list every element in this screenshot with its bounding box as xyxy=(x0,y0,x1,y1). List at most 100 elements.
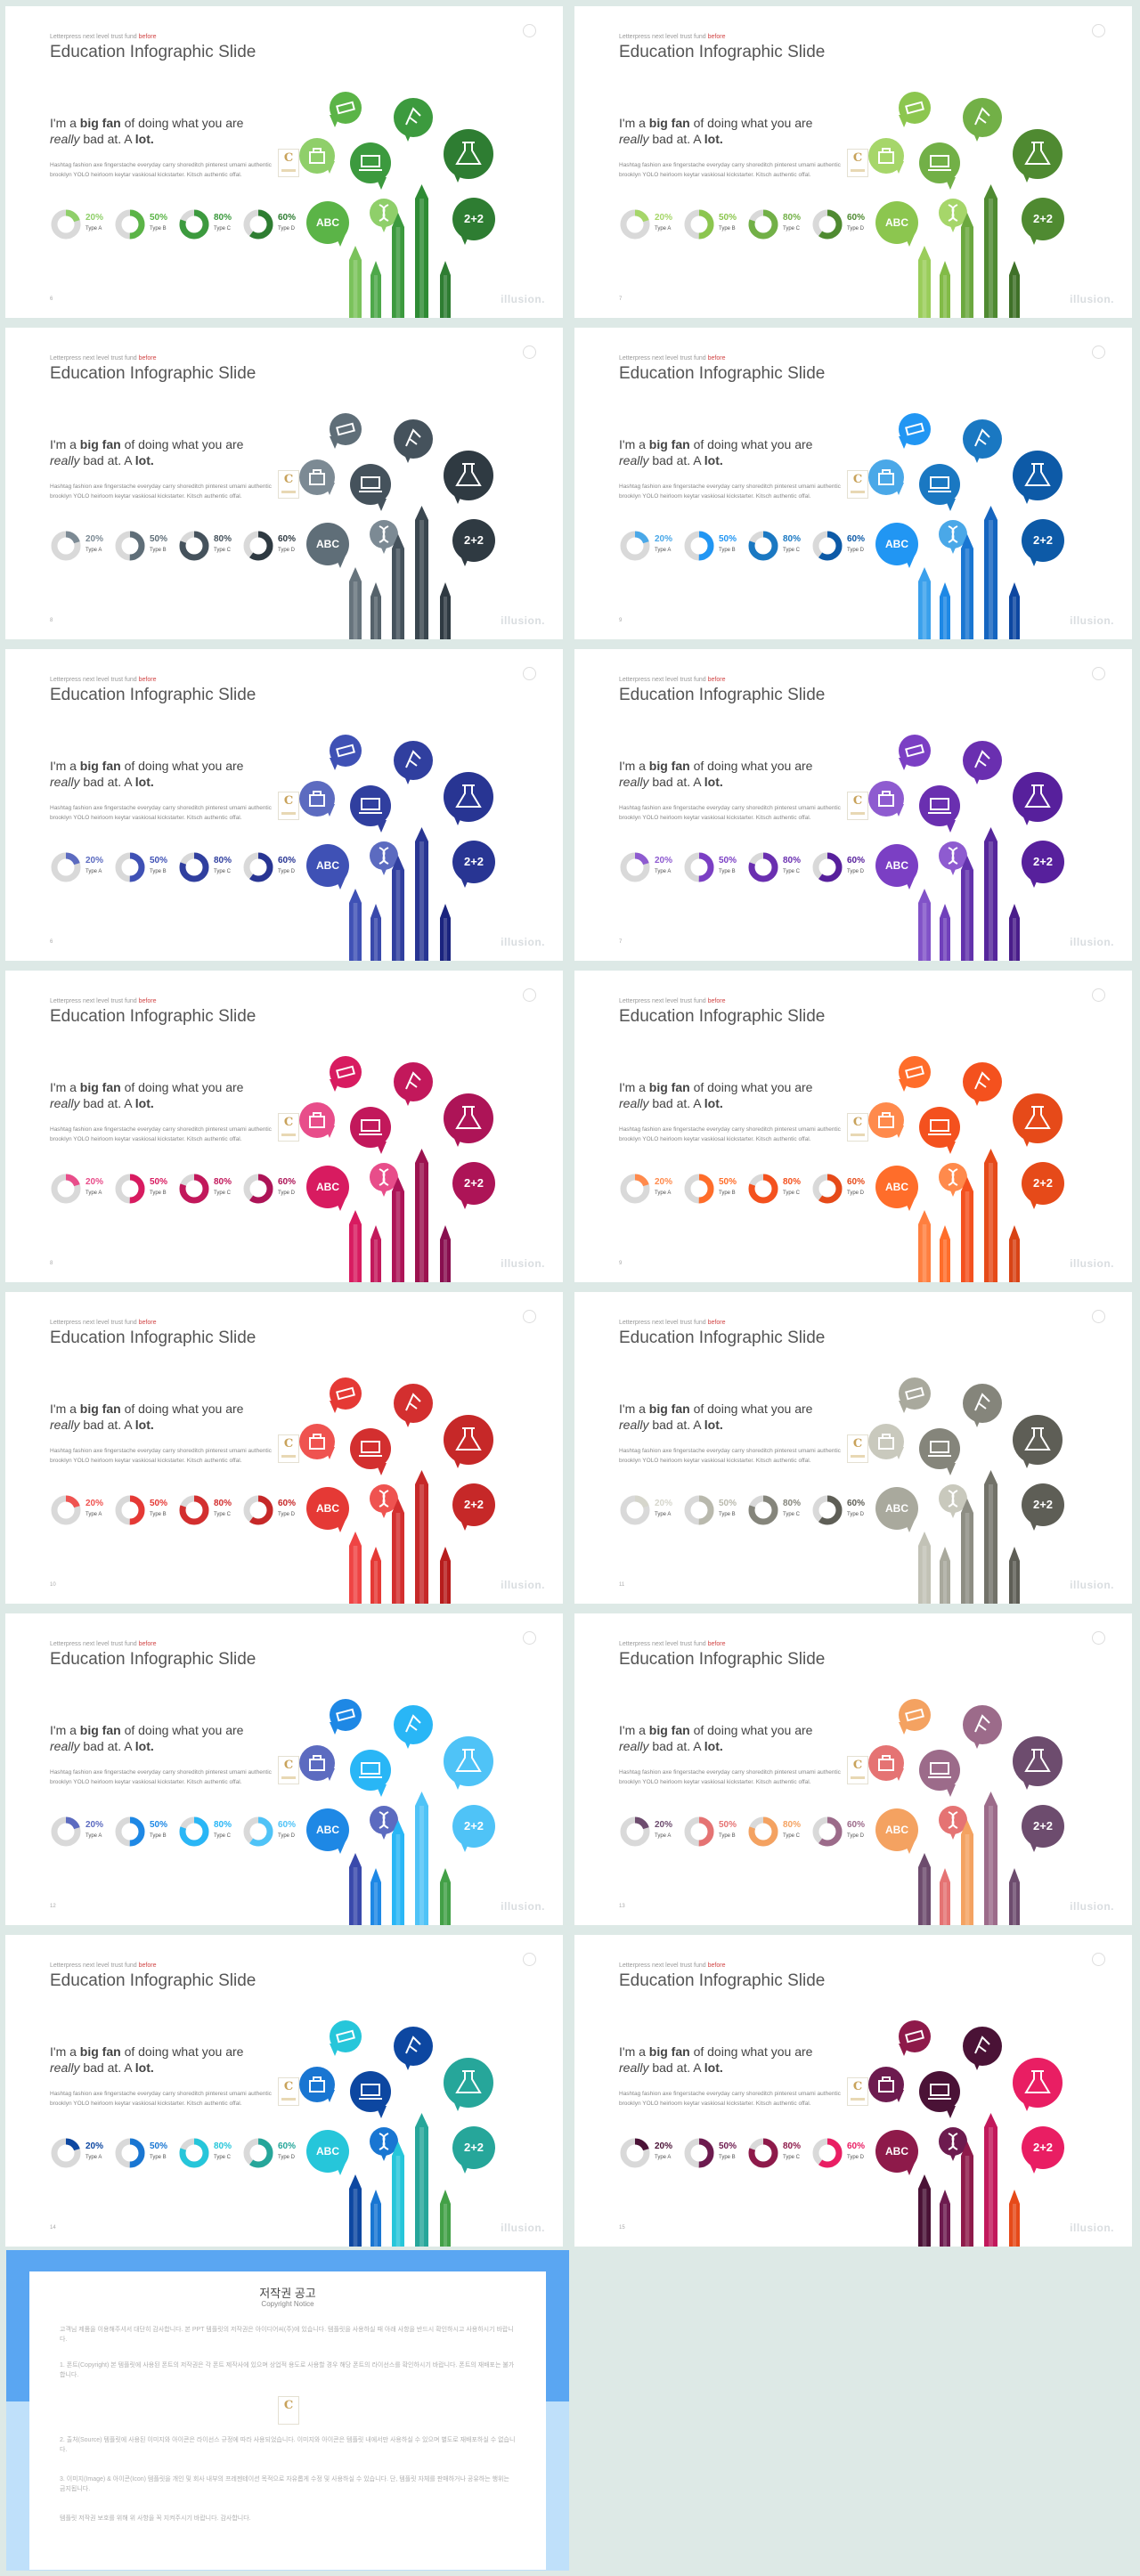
donut-percent: 20% xyxy=(86,856,104,865)
donut-2 xyxy=(683,530,715,562)
pencil-body xyxy=(940,2204,950,2247)
donut-3 xyxy=(747,530,779,562)
pen-icon xyxy=(405,107,421,126)
pencil-body xyxy=(415,1806,428,1925)
headline-italic: really xyxy=(50,453,80,467)
donut-type-label: Type C xyxy=(214,869,232,874)
pencil-3 xyxy=(961,1820,973,1925)
logo: C xyxy=(278,792,299,820)
donut-type-label: Type B xyxy=(719,1833,736,1839)
donut-3 xyxy=(747,1494,779,1526)
headline: I'm a big fan of doing what you are reall… xyxy=(50,2044,244,2075)
donut-chart xyxy=(51,531,81,561)
bubble-sum: 2+2 xyxy=(452,1483,495,1531)
donut-chart xyxy=(243,2138,273,2168)
donut-chart xyxy=(748,531,778,561)
dna-icon xyxy=(948,1490,958,1507)
bag-icon xyxy=(878,2076,894,2092)
pencil-tip xyxy=(392,1499,404,1513)
bubble-shape xyxy=(963,2027,1002,2066)
donut-value-arc xyxy=(115,1174,145,1204)
pencil-body xyxy=(940,597,950,639)
headline-bold: big fan xyxy=(648,437,690,451)
flask-icon xyxy=(455,2070,482,2093)
laptop-icon xyxy=(359,476,382,492)
dna-icon xyxy=(948,1168,958,1186)
circle-icon xyxy=(1092,1310,1105,1323)
page-number: 11 xyxy=(619,1582,625,1588)
donut-value-arc xyxy=(115,1495,145,1525)
slide-title: Education Infographic Slide xyxy=(619,1650,826,1669)
body-text: Hashtag fashion axe fingerstache everyda… xyxy=(50,2091,272,2107)
bubble-laptop xyxy=(350,142,391,190)
bubble-laptop xyxy=(350,1107,391,1154)
pencil-tip xyxy=(440,2190,451,2204)
pencil-2 xyxy=(370,582,381,639)
donut-type-label: Type D xyxy=(278,1833,296,1839)
donut-3 xyxy=(178,530,210,562)
slide-4: Letterpress next level trust fund before… xyxy=(574,328,1132,639)
pencil-tip xyxy=(392,1820,404,1834)
bubble-dna xyxy=(939,1484,967,1518)
bubble-shape xyxy=(1013,2058,1063,2108)
pencil-tip xyxy=(1009,2190,1020,2204)
donut-percent: 60% xyxy=(847,856,866,865)
donut-percent: 50% xyxy=(150,1820,168,1830)
pencil-tip xyxy=(961,1499,973,1513)
donut-value-arc xyxy=(243,209,273,240)
pencil-tip xyxy=(984,1470,998,1484)
bubble-bag xyxy=(299,781,335,817)
bubble-dna xyxy=(370,199,398,232)
pencil-body xyxy=(349,260,362,318)
pen-icon xyxy=(405,1071,421,1090)
pencil-tip xyxy=(349,1853,362,1867)
headline-italic: really xyxy=(619,453,649,467)
logo: C xyxy=(847,1756,868,1784)
donut-type-label: Type C xyxy=(214,2155,232,2160)
donut-value-arc xyxy=(620,1174,650,1204)
pencil-tip xyxy=(1009,1868,1020,1882)
pencil-tip xyxy=(349,889,362,903)
pencil-tip xyxy=(440,1868,451,1882)
bubble-sum: 2+2 xyxy=(1022,1162,1064,1209)
pencil-body xyxy=(940,918,950,961)
flask-icon xyxy=(1024,2070,1051,2093)
pencil-tip xyxy=(940,582,950,597)
logo-mark xyxy=(281,1776,296,1779)
pencil-tip xyxy=(349,2174,362,2189)
pencil-stripe xyxy=(395,1191,401,1282)
bubble-ruler xyxy=(330,413,362,449)
donut-chart-row: 20% Type A 50% Type B 80% Type C 60% Type D xyxy=(619,1173,886,1208)
donut-percent: 60% xyxy=(847,1499,866,1508)
donut-type-label: Type C xyxy=(783,226,801,232)
donut-chart xyxy=(812,1495,843,1525)
pencil-tip xyxy=(370,1225,381,1239)
pencil-stripe xyxy=(1013,1561,1016,1604)
pencil-3 xyxy=(961,534,973,639)
headline-lot: lot. xyxy=(134,775,154,789)
pen-icon xyxy=(405,1393,421,1411)
bubble-laptop xyxy=(350,464,391,511)
pen-icon xyxy=(974,428,990,447)
pencil-body xyxy=(1009,918,1020,961)
illustration-svg: ABC 2+2 xyxy=(299,1056,495,1282)
donut-type-label: Type A xyxy=(86,2155,102,2160)
bubble-abc-text: ABC xyxy=(885,1181,908,1193)
donut-type-label: Type B xyxy=(719,226,736,232)
donut-chart xyxy=(51,1816,81,1847)
pencil-5 xyxy=(440,261,451,318)
pencil-1 xyxy=(918,246,931,318)
slide-title: Education Infographic Slide xyxy=(50,686,256,704)
notice-card: 저작권 공고 Copyright Notice 고객님 제품을 이용해주셔서 대… xyxy=(29,2271,546,2570)
logo-mark xyxy=(851,1134,865,1136)
bubble-bag xyxy=(299,459,335,495)
donut-4 xyxy=(242,851,274,883)
donut-percent: 50% xyxy=(719,534,737,544)
bubble-abc-text: ABC xyxy=(316,1824,339,1836)
pencil-body xyxy=(961,2156,973,2247)
headline-lot: lot. xyxy=(134,132,154,146)
pencil-tip xyxy=(961,534,973,549)
donut-type-label: Type B xyxy=(150,1190,167,1196)
bubble-dna xyxy=(939,2127,967,2161)
bubble-bag xyxy=(299,1745,335,1781)
